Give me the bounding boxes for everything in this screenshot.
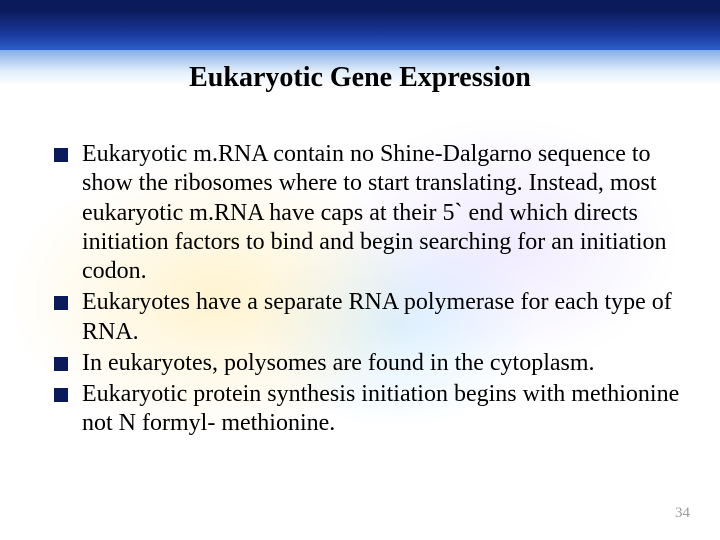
slide: Eukaryotic Gene Expression Eukaryotic m.… — [0, 0, 720, 540]
square-bullet-icon — [54, 388, 68, 402]
bullet-text: In eukaryotes, polysomes are found in th… — [82, 349, 680, 378]
list-item: Eukaryotic protein synthesis initiation … — [54, 380, 680, 439]
bullet-text: Eukaryotic protein synthesis initiation … — [82, 380, 680, 439]
slide-title: Eukaryotic Gene Expression — [0, 62, 720, 94]
bullet-text: Eukaryotes have a separate RNA polymeras… — [82, 288, 680, 347]
list-item: In eukaryotes, polysomes are found in th… — [54, 349, 680, 378]
square-bullet-icon — [54, 296, 68, 310]
bullet-list: Eukaryotic m.RNA contain no Shine-Dalgar… — [54, 140, 680, 441]
list-item: Eukaryotes have a separate RNA polymeras… — [54, 288, 680, 347]
header-band — [0, 0, 720, 50]
list-item: Eukaryotic m.RNA contain no Shine-Dalgar… — [54, 140, 680, 286]
square-bullet-icon — [54, 357, 68, 371]
bullet-text: Eukaryotic m.RNA contain no Shine-Dalgar… — [82, 140, 680, 286]
page-number: 34 — [675, 505, 690, 522]
square-bullet-icon — [54, 148, 68, 162]
